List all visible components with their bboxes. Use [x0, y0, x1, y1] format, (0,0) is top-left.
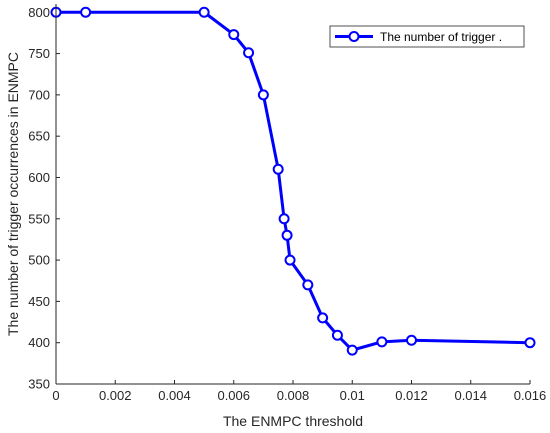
y-tick-label: 450: [28, 294, 50, 309]
x-tick-label: 0.016: [514, 388, 547, 403]
x-tick-label: 0.014: [454, 388, 487, 403]
y-tick-label: 550: [28, 211, 50, 226]
data-point: [406, 334, 417, 346]
y-axis-ticks: 350 400 450 500 550 600 650 700 750 800: [28, 5, 60, 392]
x-tick-label: 0: [52, 388, 59, 403]
data-point: [80, 6, 92, 18]
y-tick-label: 350: [28, 377, 50, 392]
y-axis-label: The number of trigger occurrences in ENM…: [5, 52, 21, 336]
plot-area: [56, 4, 530, 384]
data-point: [346, 344, 358, 356]
data-point: [198, 6, 210, 18]
y-tick-label: 600: [28, 170, 50, 185]
data-point: [284, 254, 296, 266]
data-point: [376, 336, 388, 348]
x-axis-ticks: 0 0.002 0.004 0.006 0.008 0.01 0.012 0.014 0.016: [52, 380, 546, 403]
x-tick-label: 0.008: [277, 388, 310, 403]
legend: The number of trigger .: [329, 25, 525, 48]
y-tick-label: 750: [28, 46, 50, 61]
x-tick-label: 0.006: [217, 388, 250, 403]
series-layer: [50, 6, 536, 356]
data-point: [524, 337, 536, 349]
x-tick-label: 0.01: [340, 388, 365, 403]
data-point: [302, 279, 314, 291]
y-tick-label: 500: [28, 253, 50, 268]
data-point: [272, 163, 284, 175]
x-tick-label: 0.004: [158, 388, 191, 403]
x-tick-label: 0.012: [395, 388, 428, 403]
data-point: [317, 312, 329, 324]
data-point: [243, 47, 255, 59]
data-point: [281, 229, 293, 241]
data-point: [228, 29, 240, 41]
y-tick-label: 700: [28, 87, 50, 102]
y-tick-label: 650: [28, 129, 50, 144]
x-tick-label: 0.002: [99, 388, 132, 403]
legend-series-label: The number of trigger .: [380, 30, 502, 44]
y-tick-label: 800: [28, 5, 50, 20]
legend-box: [329, 25, 525, 48]
y-tick-label: 400: [28, 335, 50, 350]
data-point: [331, 329, 343, 341]
legend-marker-sample: [348, 31, 360, 42]
data-point: [278, 213, 290, 225]
data-point: [257, 89, 269, 101]
x-axis-label: The ENMPC threshold: [223, 413, 363, 429]
